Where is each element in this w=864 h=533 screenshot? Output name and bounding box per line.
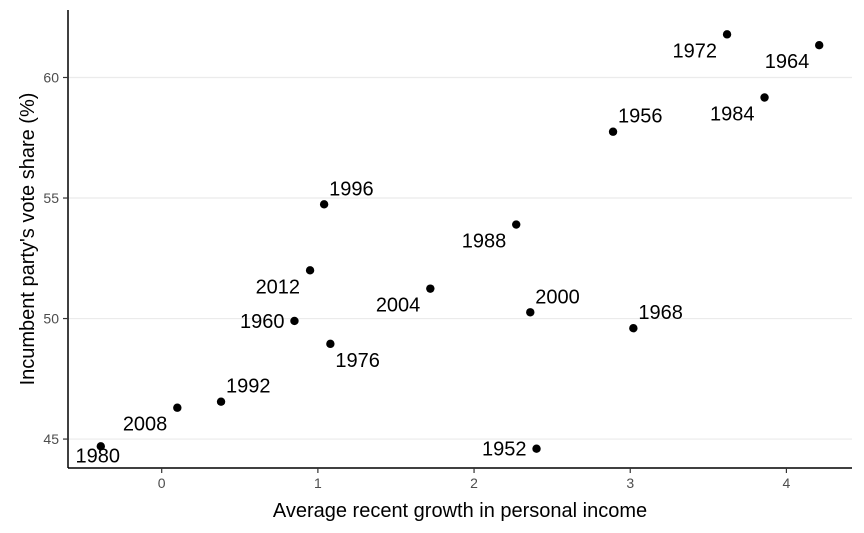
point-label-1972: 1972 [673,40,718,62]
y-tick-label-60: 60 [43,69,59,85]
point-1996 [319,200,329,209]
point-1980 [96,442,105,451]
point-label-2000: 2000 [535,286,580,308]
point-label-2008: 2008 [123,414,168,436]
point-label-1988: 1988 [462,231,507,253]
point-label-1996: 1996 [329,178,374,200]
point-1976 [326,339,335,349]
point-1984 [760,93,769,102]
point-1964 [815,40,824,50]
x-tick-label-1: 1 [314,475,322,491]
y-tick-label-45: 45 [43,431,59,447]
data-points [96,30,824,453]
y-tick-label-55: 55 [43,190,59,206]
y-axis-title: Incumbent party's vote share (%) [17,93,39,386]
point-label-1980: 1980 [76,445,121,467]
point-2004 [426,284,435,293]
y-tick-label-50: 50 [43,311,59,327]
x-tick-label-4: 4 [783,475,791,491]
point-label-1984: 1984 [710,104,755,126]
point-2012 [305,266,315,275]
axes [67,10,852,469]
gridlines [68,76,852,440]
point-label-1968: 1968 [638,302,683,324]
point-label-1956: 1956 [618,106,663,128]
point-1968 [629,323,638,333]
point-2008 [173,403,182,412]
point-1988 [512,220,521,229]
point-labels: 1952 1956 1960 1964 1968 1972 1976 1980 1984 1988… [76,40,810,467]
point-1960 [290,316,299,326]
point-1992 [216,397,226,406]
point-label-2012: 2012 [256,276,301,298]
point-1956 [608,127,618,136]
point-label-1964: 1964 [765,51,810,73]
point-label-2004: 2004 [376,295,421,317]
point-label-1952: 1952 [482,439,527,461]
point-1972 [722,30,732,39]
x-tick-label-2: 2 [470,475,478,491]
ticks: 45 50 55 60 0 1 2 3 4 [43,69,790,491]
point-2000 [526,308,535,317]
point-label-1992: 1992 [226,376,271,398]
x-tick-label-0: 0 [158,475,166,491]
point-label-1960: 1960 [240,311,285,333]
x-tick-label-3: 3 [626,475,634,491]
x-axis-title: Average recent growth in personal income [273,500,647,522]
point-1952 [532,444,541,453]
point-label-1976: 1976 [335,350,380,372]
